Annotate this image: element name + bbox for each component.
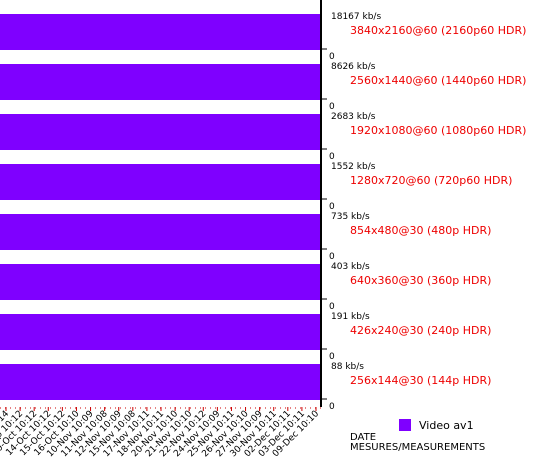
legend-label: Video av1 (419, 419, 474, 432)
panel-zero-label: 0 (329, 402, 335, 412)
panel-resolution-label: 256x144@30 (144p HDR) (350, 374, 491, 387)
x-axis-title-line-1: DATE (350, 432, 376, 443)
panels-layer: 18167 kb/s 0 3840x2160@60 (2160p60 HDR) 862… (0, 12, 526, 412)
bitrate-bar (0, 14, 321, 50)
panel-zero-label: 0 (329, 102, 335, 112)
bitrate-bar (0, 264, 321, 300)
legend-swatch (399, 419, 411, 431)
panel: 191 kb/s 0 426x240@30 (240p HDR) (0, 312, 491, 362)
bitrate-bar (0, 114, 321, 150)
panel-resolution-label: 2560x1440@60 (1440p60 HDR) (350, 74, 526, 87)
bitrate-bar (0, 64, 321, 100)
panel-resolution-label: 1920x1080@60 (1080p60 HDR) (350, 124, 526, 137)
bitrate-bar (0, 164, 321, 200)
panel: 403 kb/s 0 640x360@30 (360p HDR) (0, 262, 491, 312)
panel: 88 kb/s 0 256x144@30 (144p HDR) (0, 362, 491, 412)
panel: 8626 kb/s 0 2560x1440@60 (1440p60 HDR) (0, 62, 526, 112)
panel-max-label: 8626 kb/s (331, 62, 376, 72)
panel-max-label: 403 kb/s (331, 262, 370, 272)
panel: 735 kb/s 0 854x480@30 (480p HDR) (0, 212, 491, 262)
panel: 2683 kb/s 0 1920x1080@60 (1080p60 HDR) (0, 112, 526, 162)
panel-max-label: 2683 kb/s (331, 112, 376, 122)
panel-zero-label: 0 (329, 302, 335, 312)
panel-max-label: 88 kb/s (331, 362, 364, 372)
panel-max-label: 735 kb/s (331, 212, 370, 222)
panel-resolution-label: 3840x2160@60 (2160p60 HDR) (350, 24, 526, 37)
bitrate-bar (0, 214, 321, 250)
bitrate-bar (0, 364, 321, 400)
panel-zero-label: 0 (329, 252, 335, 262)
panel: 1552 kb/s 0 1280x720@60 (720p60 HDR) (0, 162, 512, 212)
panel-max-label: 18167 kb/s (331, 12, 381, 22)
bitrate-bar (0, 314, 321, 350)
panel-zero-label: 0 (329, 152, 335, 162)
panel-max-label: 191 kb/s (331, 312, 370, 322)
panel-zero-label: 0 (329, 52, 335, 62)
panel-resolution-label: 640x360@30 (360p HDR) (350, 274, 491, 287)
panel-resolution-label: 1280x720@60 (720p60 HDR) (350, 174, 512, 187)
panel-resolution-label: 854x480@30 (480p HDR) (350, 224, 491, 237)
panel-zero-label: 0 (329, 202, 335, 212)
panel-zero-label: 0 (329, 352, 335, 362)
panel-max-label: 1552 kb/s (331, 162, 376, 172)
x-axis-title-line-2: MESURES/MEASUREMENTS (350, 442, 485, 453)
panel-resolution-label: 426x240@30 (240p HDR) (350, 324, 491, 337)
panel: 18167 kb/s 0 3840x2160@60 (2160p60 HDR) (0, 12, 526, 62)
legend: Video av1 (399, 419, 474, 432)
